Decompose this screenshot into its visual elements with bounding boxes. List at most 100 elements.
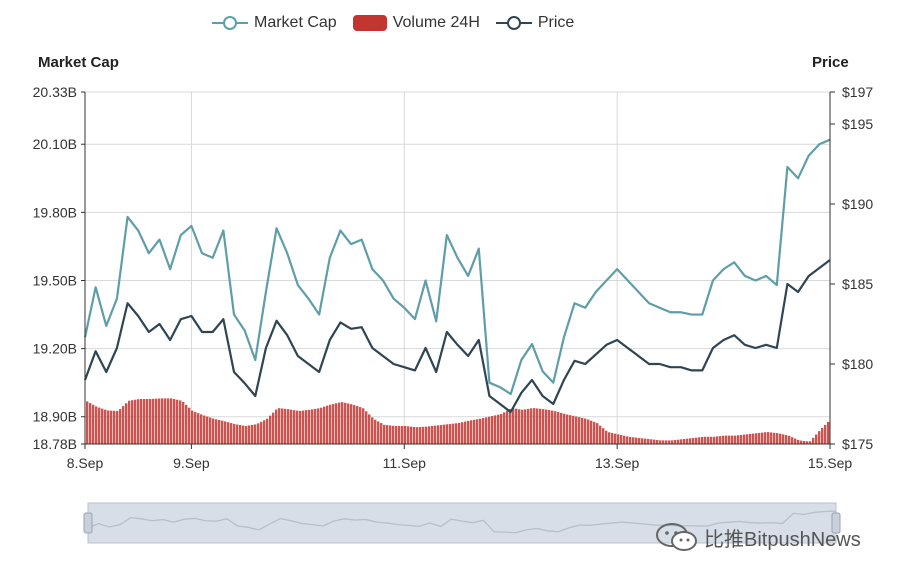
- volume-bar: [740, 434, 743, 444]
- volume-bar: [581, 417, 584, 444]
- volume-bar: [587, 419, 590, 444]
- volume-bar: [137, 399, 140, 444]
- volume-bar: [143, 399, 146, 444]
- volume-bar: [647, 438, 650, 444]
- volume-bar: [752, 433, 755, 444]
- volume-bar: [437, 425, 440, 444]
- volume-bar: [212, 418, 215, 444]
- volume-bar: [440, 424, 443, 444]
- volume-bar: [596, 423, 599, 444]
- volume-bar: [401, 426, 404, 444]
- volume-bar: [410, 426, 413, 444]
- volume-bar: [185, 404, 188, 444]
- volume-bar: [653, 439, 656, 444]
- volume-bar: [431, 425, 434, 444]
- volume-bar: [656, 439, 659, 444]
- volume-bar: [272, 412, 275, 444]
- left-tick-label: 19.80B: [33, 204, 77, 220]
- legend-item-price[interactable]: Price: [495, 14, 575, 32]
- volume-bar: [488, 416, 491, 444]
- volume-bar: [620, 435, 623, 444]
- volume-bar: [482, 418, 485, 444]
- volume-bar: [188, 407, 191, 444]
- volume-bar: [746, 434, 749, 444]
- volume-bar: [326, 405, 329, 444]
- volume-bar: [815, 434, 818, 444]
- volume-legend-icon: [352, 15, 387, 31]
- right-tick-label: $185: [842, 276, 873, 292]
- volume-bar: [632, 437, 635, 444]
- volume-bar: [458, 422, 461, 444]
- zoom-slider[interactable]: [83, 502, 841, 544]
- volume-bar: [554, 411, 557, 444]
- volume-bar: [542, 409, 545, 444]
- volume-bar: [221, 420, 224, 444]
- volume-bar: [329, 404, 332, 444]
- volume-bar: [86, 401, 89, 444]
- volume-bar: [566, 414, 569, 444]
- volume-bar: [665, 440, 668, 444]
- volume-bar: [719, 436, 722, 444]
- volume-bar: [407, 426, 410, 444]
- slider-handle-left[interactable]: [83, 512, 93, 534]
- x-tick-label: 13.Sep: [595, 455, 640, 471]
- volume-bar: [422, 426, 425, 444]
- volume-bar: [392, 425, 395, 444]
- volume-bar: [260, 421, 263, 444]
- volume-bar: [512, 408, 515, 444]
- volume-bar: [404, 426, 407, 444]
- volume-bar: [677, 439, 680, 444]
- wechat-icon: [656, 523, 697, 551]
- volume-bar: [614, 433, 617, 444]
- right-tick-label: $197: [842, 84, 873, 100]
- volume-bar: [743, 434, 746, 444]
- volume-bar: [605, 430, 608, 444]
- volume-bar: [536, 408, 539, 444]
- legend-item-market-cap[interactable]: Market Cap: [212, 14, 337, 32]
- volume-bar: [821, 427, 824, 444]
- volume-bar: [467, 420, 470, 444]
- volume-bar: [227, 422, 230, 444]
- volume-bar: [332, 403, 335, 444]
- left-tick-label: 20.10B: [33, 136, 77, 152]
- volume-bar: [341, 402, 344, 444]
- slider-handle-right[interactable]: [831, 512, 841, 534]
- volume-bar: [461, 422, 464, 444]
- volume-bar: [626, 436, 629, 444]
- volume-bar: [791, 437, 794, 444]
- volume-bar: [389, 425, 392, 444]
- volume-bar: [314, 408, 317, 444]
- volume-bar: [119, 409, 122, 444]
- volume-bar: [500, 414, 503, 444]
- volume-bar: [338, 402, 341, 444]
- x-tick-label: 8.Sep: [67, 455, 104, 471]
- volume-bar: [89, 403, 92, 444]
- volume-bar: [593, 421, 596, 444]
- chart-lines: [83, 138, 831, 414]
- volume-bar: [803, 440, 806, 444]
- right-tick-label: $190: [842, 196, 873, 212]
- volume-bar: [167, 398, 170, 444]
- volume-bar: [584, 418, 587, 444]
- volume-bar: [347, 403, 350, 444]
- volume-bar: [563, 413, 566, 444]
- volume-bar: [722, 435, 725, 444]
- legend-item-volume[interactable]: Volume 24H: [352, 14, 480, 32]
- volume-bar: [737, 435, 740, 444]
- volume-bar: [350, 404, 353, 444]
- volume-bar: [545, 409, 548, 444]
- market-cap-legend-icon: [212, 16, 248, 30]
- volume-bar: [293, 410, 296, 444]
- volume-bar: [320, 407, 323, 444]
- volume-bar: [287, 409, 290, 444]
- volume-bar: [158, 398, 161, 444]
- volume-bar: [638, 437, 641, 444]
- volume-bar: [785, 435, 788, 444]
- volume-bar: [224, 421, 227, 444]
- slider-preview-line: [87, 510, 837, 534]
- volume-bars: [86, 398, 830, 444]
- volume-bar: [443, 424, 446, 444]
- legend-label-price: Price: [537, 14, 575, 31]
- volume-bar: [659, 440, 662, 444]
